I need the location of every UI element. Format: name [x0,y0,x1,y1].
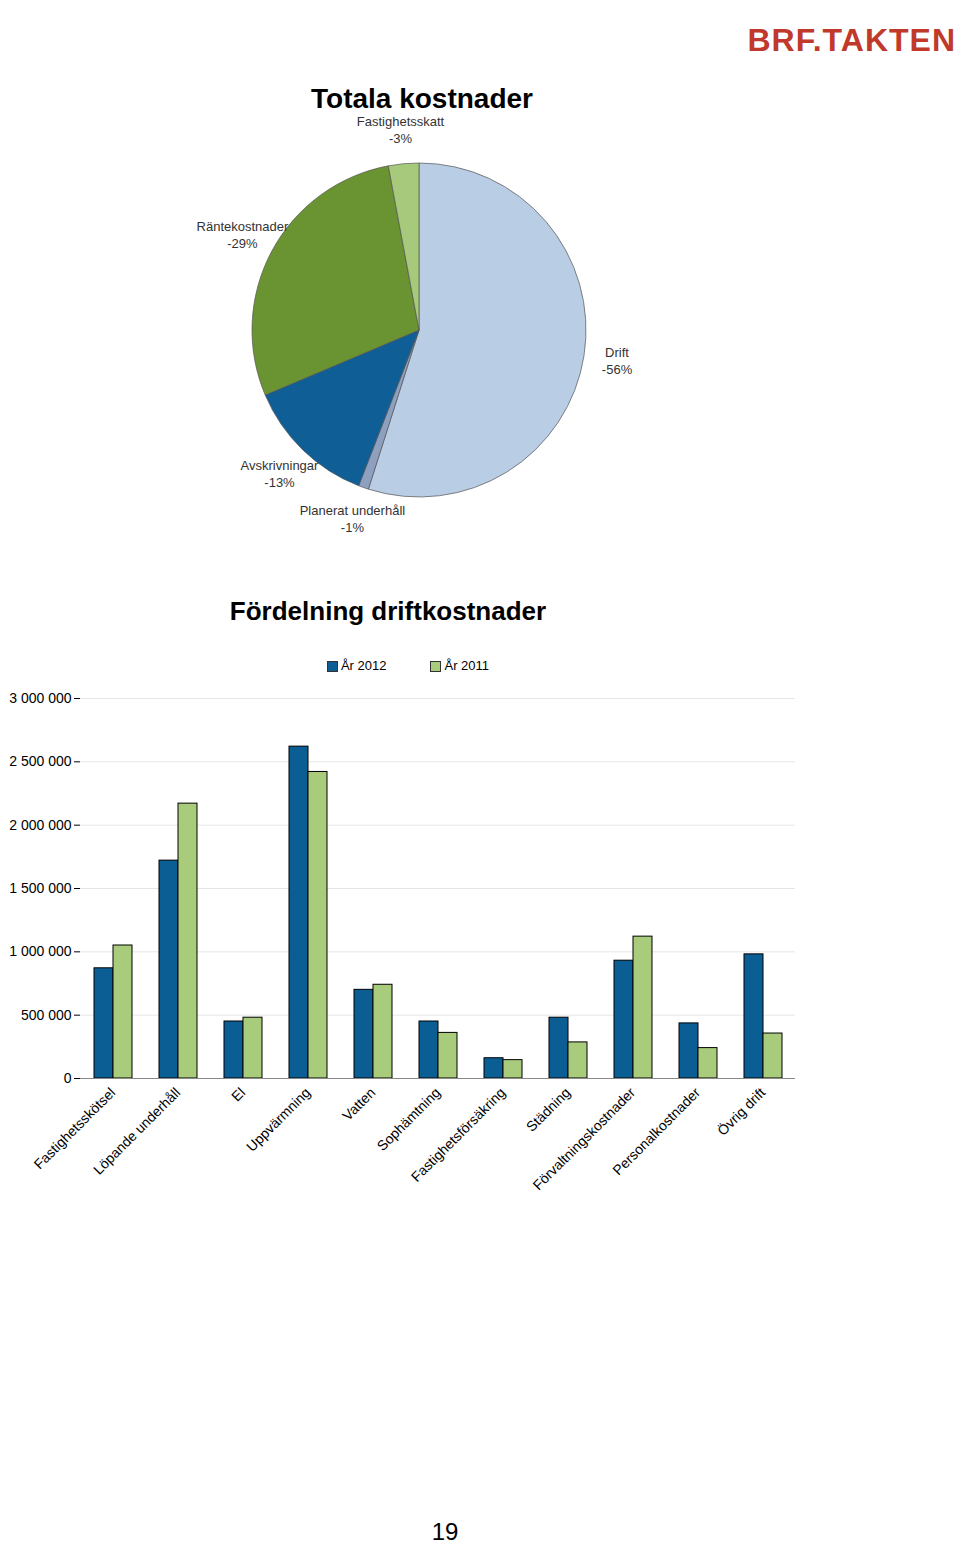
svg-text:Sophämtning: Sophämtning [374,1084,444,1154]
svg-text:Fastighetsskötsel: Fastighetsskötsel [30,1084,119,1173]
svg-text:2 000 000: 2 000 000 [9,817,71,833]
svg-text:500 000: 500 000 [21,1007,72,1023]
svg-text:Planerat underhåll-1%: Planerat underhåll-1% [300,503,406,535]
html-text:BRF.TAKTEN: BRF.TAKTEN [747,22,956,58]
svg-text:1 500 000: 1 500 000 [9,880,71,896]
svg-text:Räntekostnader-29%: Räntekostnader-29% [197,219,289,251]
svg-text:Vatten: Vatten [339,1084,378,1123]
html-text:Fördelning driftkostnader: Fördelning driftkostnader [229,596,547,626]
svg-text:Personalkostnader: Personalkostnader [609,1084,703,1178]
svg-text:El: El [228,1084,248,1104]
svg-text:Löpande underhåll: Löpande underhåll [90,1084,183,1177]
svg-text:Uppvärmning: Uppvärmning [243,1084,313,1154]
svg-text:Fastighetsskatt-3%: Fastighetsskatt-3% [357,114,445,146]
html-text:19: 19 [431,1518,459,1545]
svg-text:Fastighetsförsäkring: Fastighetsförsäkring [408,1084,508,1184]
svg-text:Drift-56%: Drift-56% [602,345,633,377]
svg-text:Förvaltningskostnader: Förvaltningskostnader [529,1084,639,1193]
svg-text:Övrig drift: Övrig drift [713,1084,768,1139]
html-text:År 2011: År 2011 [444,658,490,673]
svg-text:1 000 000: 1 000 000 [9,943,71,959]
svg-text:Städning: Städning [523,1084,573,1134]
svg-text:0: 0 [64,1070,72,1086]
svg-text:Totala kostnader: Totala kostnader [311,83,533,114]
svg-text:2 500 000: 2 500 000 [9,753,71,769]
svg-text:Avskrivningar-13%: Avskrivningar-13% [241,458,319,490]
html-text:År 2012: År 2012 [340,658,387,673]
svg-text:3 000 000: 3 000 000 [9,690,71,706]
